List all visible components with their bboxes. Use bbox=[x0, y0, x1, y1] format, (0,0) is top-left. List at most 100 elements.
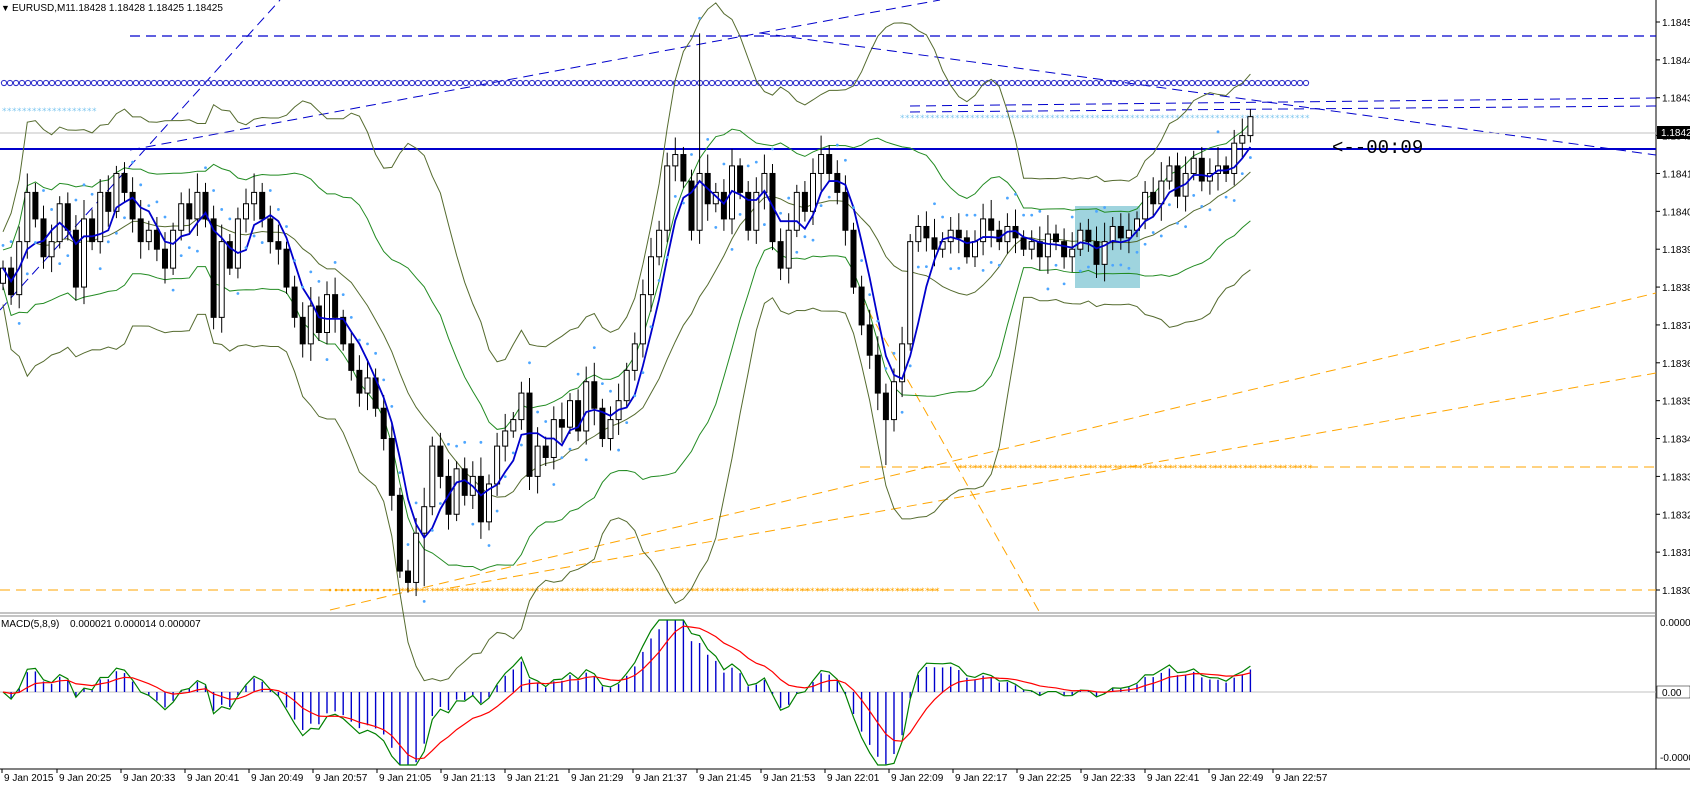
dot-levels[interactable]: * * * * * * * * * * * * * * * * * * ** * * * * * * * * * * * * * * * * * * * *… bbox=[0, 79, 1313, 597]
star-marker-orange: * bbox=[935, 587, 940, 597]
star-marker-orange: * bbox=[605, 587, 610, 597]
circle-level-marker bbox=[270, 79, 278, 87]
time-axis: 9 Jan 2015 9 Jan 20:25 9 Jan 20:33 9 Jan 20… bbox=[1, 769, 1328, 784]
candle-body bbox=[453, 468, 460, 515]
circle-level-marker bbox=[852, 79, 860, 87]
candle-body bbox=[429, 445, 436, 508]
star-marker-cyan: * bbox=[910, 114, 915, 124]
candle-body bbox=[186, 203, 193, 220]
star-marker-cyan: * bbox=[1080, 114, 1085, 124]
star-marker-orange: * bbox=[795, 587, 800, 597]
sar-dot bbox=[730, 247, 734, 251]
circle-level-marker bbox=[888, 79, 896, 87]
macd-values: 0.000021 0.000014 0.000007 bbox=[70, 619, 201, 630]
trendline-blue-6 bbox=[909, 105, 1657, 113]
candle-body bbox=[980, 218, 987, 243]
star-marker-orange: * bbox=[460, 587, 465, 597]
star-marker-orange: * bbox=[630, 587, 635, 597]
sar-dot bbox=[900, 410, 904, 414]
star-marker-cyan: * bbox=[1180, 114, 1185, 124]
sar-dot bbox=[819, 204, 823, 208]
circle-level-marker bbox=[468, 79, 476, 87]
circle-level-marker bbox=[1134, 79, 1142, 87]
circle-level-marker bbox=[720, 79, 728, 87]
circle-level-marker bbox=[1146, 79, 1154, 87]
star-marker-orange: * bbox=[625, 587, 630, 597]
sar-dot bbox=[495, 509, 499, 513]
orange-dot bbox=[382, 588, 386, 592]
star-marker-cyan: * bbox=[1190, 114, 1195, 124]
circle-level-marker bbox=[498, 79, 506, 87]
circle-level-marker bbox=[540, 79, 548, 87]
sar-dot bbox=[212, 189, 216, 192]
circle-level-marker bbox=[300, 79, 308, 87]
candle-body bbox=[672, 154, 679, 167]
sar-dot bbox=[414, 501, 418, 505]
sar-dot bbox=[1046, 287, 1050, 291]
candle-body bbox=[1117, 225, 1124, 239]
star-marker-cyan: * bbox=[2, 107, 7, 117]
circle-level-marker bbox=[936, 79, 944, 87]
sar-dot bbox=[552, 483, 556, 486]
time-tick-label: 9 Jan 21:21 bbox=[507, 773, 560, 784]
sar-dot bbox=[1078, 269, 1082, 273]
candle-body bbox=[291, 286, 298, 318]
circle-level-marker bbox=[30, 79, 38, 87]
star-marker-orange: * bbox=[790, 587, 795, 597]
star-marker-orange: * bbox=[735, 587, 740, 597]
candle-body bbox=[1198, 157, 1205, 182]
star-marker-orange: * bbox=[1063, 464, 1068, 474]
circle-level-marker bbox=[654, 79, 662, 87]
star-marker-orange: * bbox=[680, 587, 685, 597]
sar-dot bbox=[58, 262, 62, 265]
menu-arrow-icon[interactable]: ▼ bbox=[1, 3, 10, 13]
star-marker-orange: * bbox=[1138, 464, 1143, 474]
time-tick-label: 9 Jan 22:57 bbox=[1275, 773, 1328, 784]
sar-dot bbox=[754, 160, 758, 164]
star-marker-orange: * bbox=[1268, 464, 1273, 474]
star-marker-orange: * bbox=[983, 464, 988, 474]
star-marker-orange: * bbox=[1098, 464, 1103, 474]
sar-dot bbox=[1208, 208, 1212, 212]
circle-level-marker bbox=[1194, 79, 1202, 87]
circle-level-marker bbox=[636, 79, 644, 87]
candle-body bbox=[170, 229, 177, 269]
ohlc-values: 1.18428 1.18428 1.18425 1.18425 bbox=[70, 3, 223, 14]
star-marker-orange: * bbox=[555, 587, 560, 597]
star-marker-orange: * bbox=[1248, 464, 1253, 474]
circle-level-marker bbox=[828, 79, 836, 87]
trend-lines[interactable] bbox=[0, 0, 1657, 614]
circle-level-marker bbox=[276, 79, 284, 87]
star-marker-cyan: * bbox=[955, 114, 960, 124]
star-marker-orange: * bbox=[805, 587, 810, 597]
candle-body bbox=[745, 191, 752, 231]
time-tick-label: 9 Jan 22:33 bbox=[1083, 773, 1136, 784]
circle-level-marker bbox=[444, 79, 452, 87]
circle-level-marker bbox=[294, 79, 302, 87]
star-marker-orange: * bbox=[425, 587, 430, 597]
star-marker-orange: * bbox=[415, 587, 420, 597]
sar-dot bbox=[309, 270, 313, 274]
star-marker-orange: * bbox=[1038, 464, 1043, 474]
orange-dot bbox=[340, 588, 344, 592]
candle-body bbox=[777, 241, 784, 269]
circle-level-marker bbox=[1278, 79, 1286, 87]
star-marker-orange: * bbox=[1293, 464, 1298, 474]
circle-level-marker bbox=[660, 79, 668, 87]
orange-dot bbox=[388, 588, 392, 592]
star-marker-cyan: * bbox=[42, 107, 47, 117]
circle-level-marker bbox=[1140, 79, 1148, 87]
candle-body bbox=[421, 506, 428, 534]
circle-level-marker bbox=[474, 79, 482, 87]
sar-dot bbox=[592, 346, 596, 350]
star-marker-cyan: * bbox=[940, 114, 945, 124]
star-marker-orange: * bbox=[910, 587, 915, 597]
sar-dot bbox=[568, 447, 572, 451]
sar-dot bbox=[576, 372, 580, 376]
circle-level-marker bbox=[378, 79, 386, 87]
price-tick-label: 1.18360 bbox=[1662, 359, 1690, 370]
circle-level-marker bbox=[180, 79, 188, 87]
circle-level-marker bbox=[1098, 79, 1106, 87]
sar-dot bbox=[293, 259, 296, 262]
star-marker-orange: * bbox=[655, 587, 660, 597]
